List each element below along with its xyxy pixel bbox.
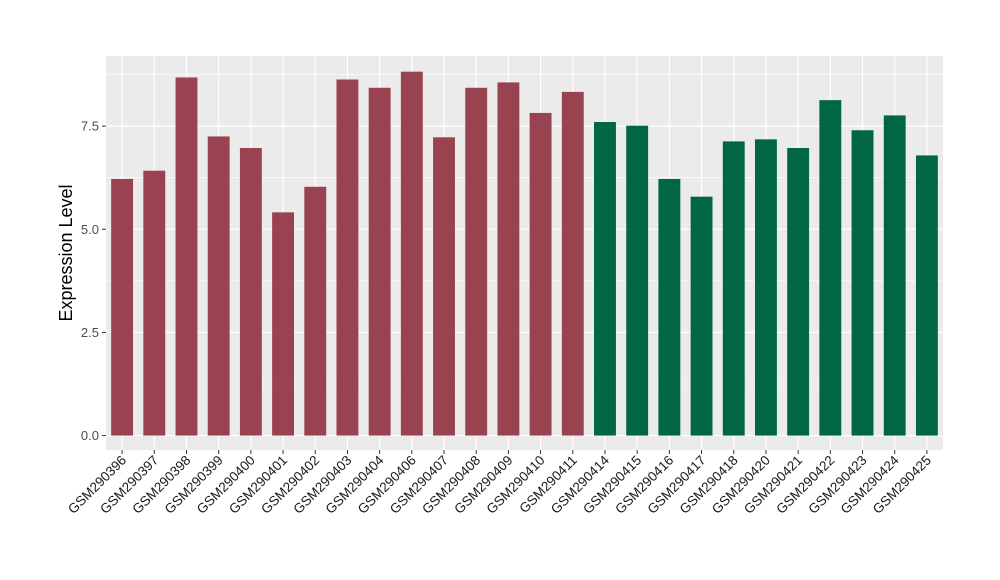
bar-GSM290416	[658, 178, 681, 436]
bar-GSM290400	[239, 148, 262, 436]
bar-GSM290415	[626, 125, 649, 436]
bar-GSM290398	[175, 77, 198, 436]
bar-GSM290411	[561, 91, 584, 436]
y-axis-ticks: 0.0 2.5 5.0 7.5	[81, 119, 106, 443]
bar-GSM290401	[272, 212, 295, 436]
bar-GSM290423	[851, 130, 874, 436]
y-tick-label: 7.5	[81, 119, 99, 134]
bar-GSM290408	[465, 87, 488, 436]
bar-GSM290399	[207, 136, 230, 436]
bar-GSM290424	[883, 115, 906, 436]
bars	[111, 71, 938, 436]
bar-GSM290406	[400, 71, 423, 436]
y-tick-label: 5.0	[81, 222, 99, 237]
bar-GSM290418	[722, 141, 745, 436]
y-tick-label: 0.0	[81, 428, 99, 443]
bar-GSM290407	[433, 137, 455, 436]
bar-GSM290409	[497, 82, 520, 436]
bar-GSM290402	[304, 186, 327, 436]
bar-GSM290421	[787, 148, 810, 436]
plot-panel	[106, 56, 943, 450]
bar-GSM290422	[819, 100, 842, 436]
bar-GSM290420	[754, 139, 777, 436]
y-tick-label: 2.5	[81, 325, 99, 340]
bar-GSM290417	[690, 196, 713, 436]
bar-GSM290414	[594, 122, 616, 436]
bar-GSM290403	[336, 79, 359, 436]
x-axis-ticks: GSM290396GSM290397GSM290398GSM290399GSM2…	[65, 450, 934, 517]
bar-GSM290396	[111, 178, 134, 436]
bar-GSM290404	[368, 87, 391, 436]
y-axis-title: Expression Level	[56, 184, 76, 321]
bar-GSM290397	[143, 170, 166, 436]
bar-GSM290425	[915, 155, 938, 436]
bar-GSM290410	[529, 112, 552, 436]
